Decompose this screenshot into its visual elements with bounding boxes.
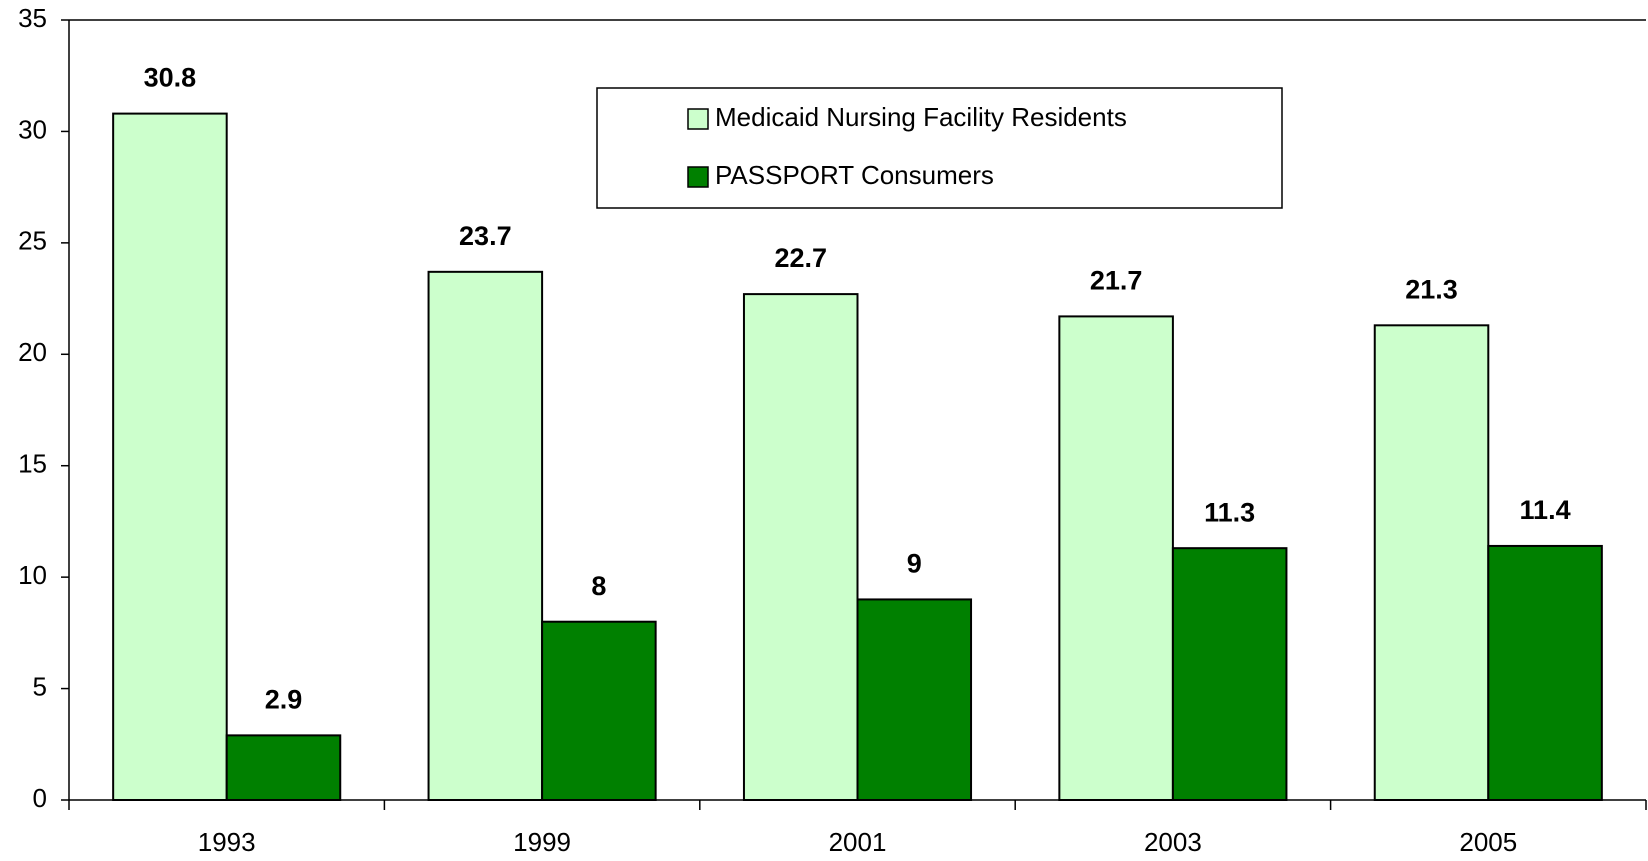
bar [1487, 544, 1603, 802]
value-label: 21.7 [1090, 266, 1143, 296]
value-label: 23.7 [459, 221, 512, 251]
bar [225, 734, 342, 801]
value-label: 9 [907, 549, 922, 579]
bar [1373, 324, 1490, 801]
x-tick-label: 2005 [1459, 827, 1517, 857]
value-label: 2.9 [265, 684, 303, 714]
value-label: 11.4 [1520, 495, 1571, 525]
value-label: 21.3 [1405, 274, 1458, 304]
bar [856, 598, 973, 802]
y-tick-label: 25 [18, 226, 47, 256]
bar [427, 270, 544, 802]
legend-swatch [687, 166, 709, 188]
bar [742, 293, 859, 801]
y-tick-label: 20 [18, 337, 47, 367]
y-tick-label: 30 [18, 114, 47, 144]
x-tick-label: 2003 [1144, 827, 1202, 857]
y-tick-label: 10 [18, 560, 47, 590]
value-label: 8 [591, 571, 606, 601]
value-label: 22.7 [774, 243, 827, 273]
legend-box [596, 87, 1283, 209]
bar [1171, 547, 1288, 802]
bar [112, 112, 228, 802]
legend-label: Medicaid Nursing Facility Residents [715, 102, 1127, 132]
y-tick-label: 5 [33, 671, 47, 701]
y-tick-label: 35 [18, 3, 47, 33]
bar [541, 620, 657, 802]
x-tick-label: 1999 [513, 827, 571, 857]
x-tick-label: 1993 [198, 827, 256, 857]
legend-label: PASSPORT Consumers [715, 160, 994, 190]
value-label: 30.8 [144, 63, 197, 93]
y-tick-label: 15 [18, 449, 47, 479]
y-tick-label: 0 [33, 783, 47, 813]
value-label: 11.3 [1204, 497, 1255, 527]
bar [1058, 315, 1174, 801]
x-tick-label: 2001 [829, 827, 887, 857]
legend-swatch [687, 108, 709, 130]
